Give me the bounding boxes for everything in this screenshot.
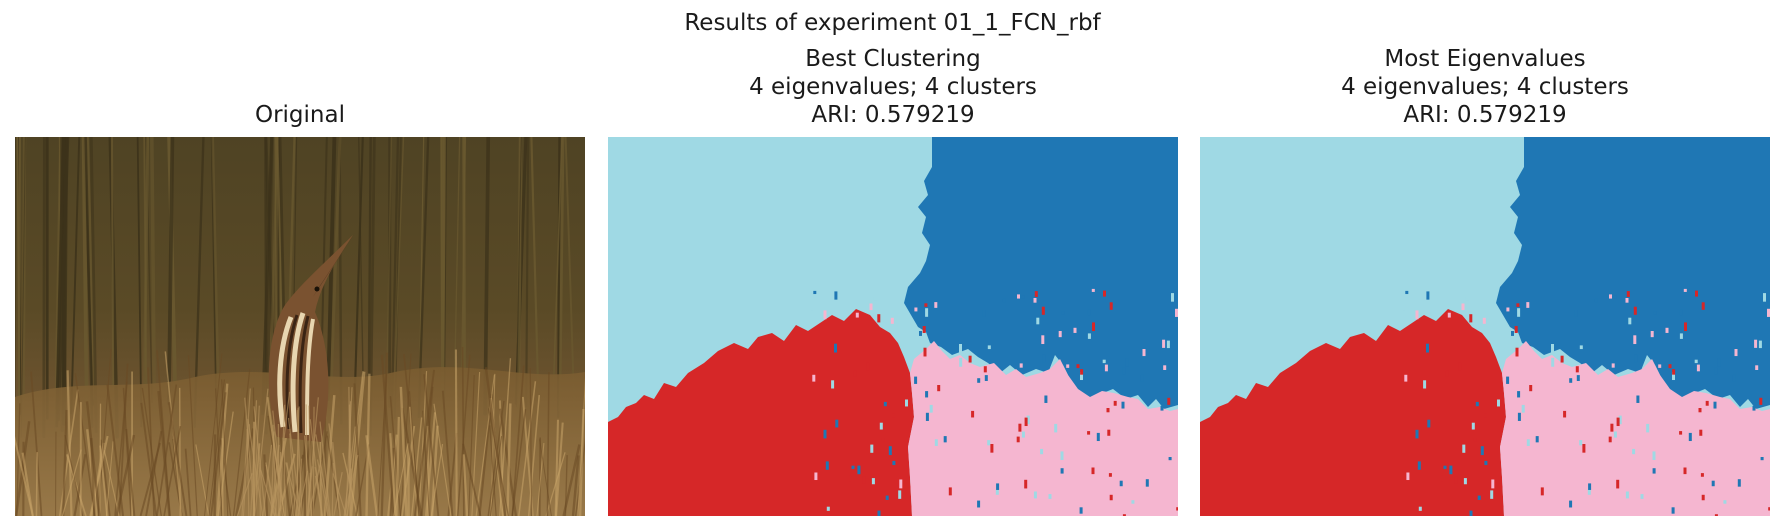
best-clustering-title-line1: Best Clustering [805, 46, 981, 72]
most-eigenvalues-title-line3: ARI: 0.579219 [1403, 102, 1567, 128]
most-eigenvalues-segmentation [1200, 137, 1770, 516]
best-clustering-title-line2: 4 eigenvalues; 4 clusters [749, 74, 1037, 100]
original-image [15, 137, 585, 516]
cluster-pink-region [908, 341, 1178, 516]
figure-title: Results of experiment 01_1_FCN_rbf [684, 10, 1101, 36]
cluster-red-region [608, 309, 914, 516]
cluster-pink-region [1500, 341, 1770, 516]
cluster-dark-blue-region [1496, 137, 1770, 409]
most-eigenvalues-title: Most Eigenvalues 4 eigenvalues; 4 cluste… [1200, 45, 1770, 129]
most-eigenvalues-title-line2: 4 eigenvalues; 4 clusters [1341, 74, 1629, 100]
original-title-line: Original [254, 102, 345, 128]
best-clustering-title: Best Clustering 4 eigenvalues; 4 cluster… [608, 45, 1178, 129]
cluster-red-region [1200, 309, 1506, 516]
cluster-dark-blue-region [904, 137, 1178, 409]
best-clustering-segmentation [608, 137, 1178, 516]
original-title: Original [15, 101, 585, 129]
best-clustering-title-line3: ARI: 0.579219 [811, 102, 975, 128]
bird-figure [268, 233, 355, 442]
most-eigenvalues-title-line1: Most Eigenvalues [1384, 46, 1586, 72]
